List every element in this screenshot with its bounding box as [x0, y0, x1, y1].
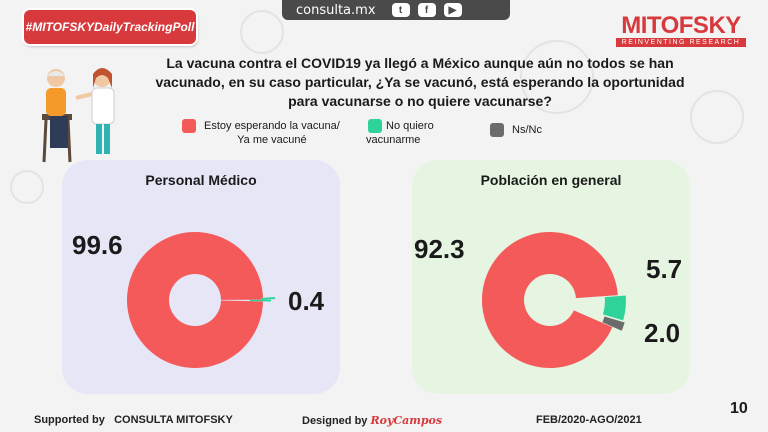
footer-designer: RoyCampos	[370, 414, 443, 427]
donut-slice-esperando	[126, 231, 263, 368]
facebook-icon[interactable]: f	[417, 3, 436, 17]
page-number: 10	[730, 400, 748, 417]
legend-swatch	[368, 119, 382, 133]
donut-chart-personal-medico	[126, 231, 276, 368]
legend-item-waiting: Estoy esperando la vacuna/Ya me vacuné	[182, 119, 340, 147]
donut-slice-no-quiero	[602, 295, 626, 321]
legend-label: vacunarme	[366, 134, 421, 146]
chart-title: Población en general	[480, 172, 622, 188]
twitter-icon[interactable]: t	[391, 3, 410, 17]
footer-supported: Supported by CONSULTA MITOFSKY	[34, 414, 233, 426]
donut-chart-poblacion-general	[482, 232, 626, 369]
youtube-icon[interactable]: ▶	[443, 3, 462, 17]
vaccination-illustration	[42, 68, 115, 163]
survey-question: La vacuna contra el COVID19 ya llegó a M…	[155, 55, 685, 109]
data-label-ns-nc: 2.0	[644, 318, 681, 348]
legend-swatch	[182, 119, 196, 133]
legend-swatch	[490, 123, 504, 137]
legend-label: Estoy esperando la vacuna/	[204, 120, 340, 132]
brand-logo: MITOFSKY REINVENTING RESEARCH	[616, 12, 746, 47]
leader-line	[260, 297, 276, 300]
data-label-no-quiero: 5.7	[646, 254, 683, 284]
site-link[interactable]: consulta.mx	[296, 2, 376, 18]
hashtag-badge: #MITOFSKYDailyTrackingPoll	[24, 10, 196, 44]
brand-tagline: REINVENTING RESEARCH	[616, 38, 746, 47]
donut-slice-esperando	[482, 232, 618, 369]
legend-label: Ns/Nc	[512, 124, 542, 136]
footer-supported-name: CONSULTA MITOFSKY	[114, 414, 233, 426]
legend-item-no-quiero: No quiero vacunarme	[366, 119, 440, 147]
legend-item-ns-nc: Ns/Nc	[490, 123, 542, 137]
footer-designed: Designed by RoyCampos	[302, 414, 442, 427]
donut-slice-ns-nc	[602, 316, 625, 331]
data-label-esperando: 92.3	[414, 234, 465, 264]
virus-decoration	[240, 10, 284, 54]
chart-title: Personal Médico	[145, 172, 257, 188]
footer-supported-prefix: Supported by	[34, 414, 105, 426]
donut-slice-no-quiero	[249, 299, 271, 302]
data-label-no-quiero: 0.4	[288, 286, 325, 316]
virus-decoration	[10, 170, 44, 204]
footer-designed-prefix: Designed by	[302, 415, 368, 427]
footer-period: FEB/2020-AGO/2021	[536, 414, 642, 426]
legend-label: No quiero	[386, 120, 434, 132]
top-bar: consulta.mx t f ▶	[282, 0, 510, 20]
brand-name: MITOFSKY	[621, 12, 741, 39]
virus-decoration	[690, 90, 744, 144]
virus-decoration	[520, 40, 594, 114]
data-label-esperando: 99.6	[72, 230, 123, 260]
legend-label: Ya me vacuné	[237, 134, 307, 146]
